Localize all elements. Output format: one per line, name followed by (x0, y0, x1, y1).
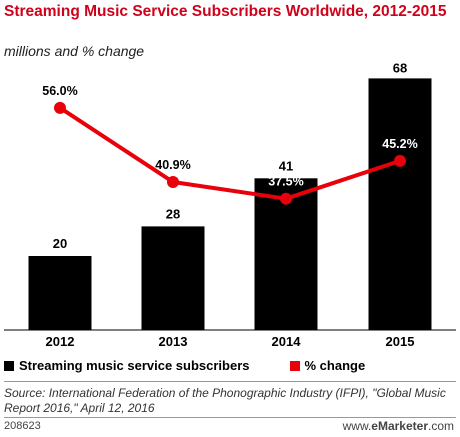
chart-title: Streaming Music Service Subscribers Worl… (4, 3, 447, 20)
brand-prefix: www. (342, 419, 372, 433)
legend-item-change: % change (289, 358, 366, 373)
legend-label-change: % change (304, 358, 366, 373)
bar-2012 (28, 256, 92, 330)
line-point-2012 (54, 101, 66, 114)
x-tick-label-2014: 2014 (272, 334, 302, 349)
bar-label-2015: 68 (393, 60, 407, 75)
chart-area: 20 2012 28 2013 41 2014 68 2015 56.0% 40.9% 37.5% 4… (4, 60, 456, 349)
line-label-2015: 45.2% (382, 137, 417, 151)
source-note: Source: International Federation of the … (4, 386, 446, 415)
source-divider (4, 381, 456, 382)
chart-subtitle: millions and % change (4, 43, 145, 59)
bar-label-2012: 20 (53, 236, 67, 251)
brand-suffix: .com (427, 419, 454, 433)
bar-2015 (368, 78, 432, 331)
bar-label-2013: 28 (166, 206, 180, 221)
line-series-change (58, 106, 401, 201)
x-tick-label-2015: 2015 (386, 334, 415, 349)
legend-item-subscribers: Streaming music service subscribers (4, 358, 250, 373)
line-point-2013 (167, 176, 179, 188)
x-tick-label-2013: 2013 (159, 334, 188, 349)
line-point-2015 (394, 154, 406, 167)
brand-name: eMarketer (371, 419, 428, 433)
line-point-2014 (280, 192, 292, 205)
footer-divider (4, 417, 456, 418)
bar-2013 (141, 226, 205, 330)
line-label-2013: 40.9% (155, 158, 190, 172)
line-label-2014: 37.5% (268, 175, 303, 189)
line-label-2012: 56.0% (42, 84, 77, 98)
x-tick-label-2012: 2012 (46, 334, 75, 349)
brand-link[interactable]: www.eMarketer.com (343, 419, 454, 433)
bar-label-2014: 41 (279, 158, 293, 173)
legend-label-subscribers: Streaming music service subscribers (19, 358, 250, 373)
legend-swatch-subscribers (4, 360, 14, 371)
legend: Streaming music service subscribers % ch… (4, 358, 405, 373)
legend-swatch-change (289, 360, 300, 371)
chart-id: 208623 (4, 420, 41, 432)
